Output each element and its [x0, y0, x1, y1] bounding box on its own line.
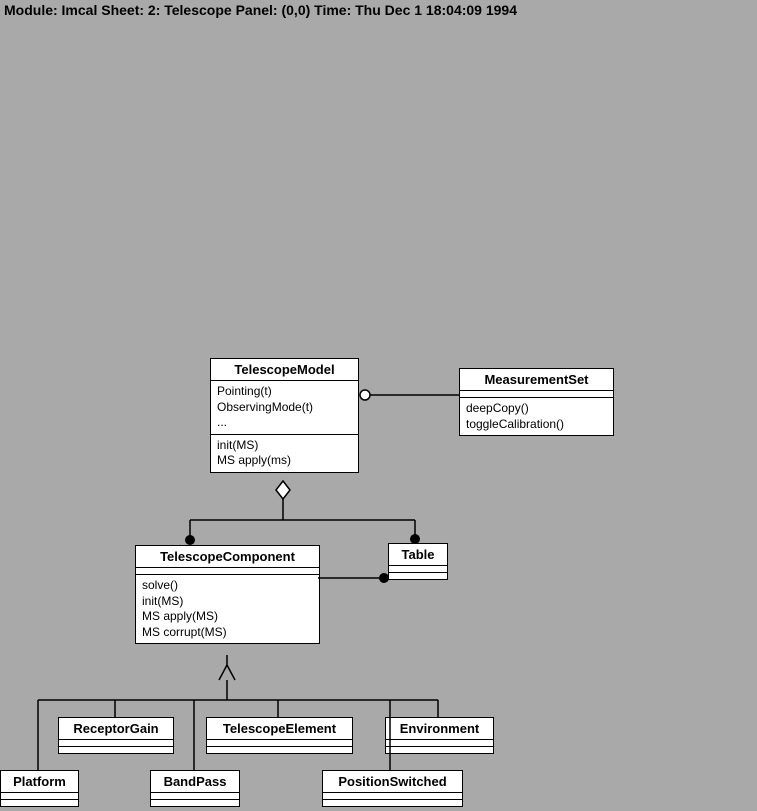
class-receptor-gain: ReceptorGain	[58, 717, 174, 754]
class-table: Table	[388, 543, 448, 580]
class-title: ReceptorGain	[59, 718, 173, 740]
class-attrs	[1, 793, 78, 800]
class-title: MeasurementSet	[460, 369, 613, 391]
class-title: Platform	[1, 771, 78, 793]
class-attrs: Pointing(t) ObservingMode(t) ...	[211, 381, 358, 435]
class-ops	[151, 800, 239, 806]
class-band-pass: BandPass	[150, 770, 240, 807]
class-position-switched: PositionSwitched	[322, 770, 463, 807]
class-title: Table	[389, 544, 447, 566]
class-telescope-component: TelescopeComponent solve() init(MS) MS a…	[135, 545, 320, 644]
class-attrs	[386, 740, 493, 747]
class-ops: init(MS) MS apply(ms)	[211, 435, 358, 472]
class-attrs	[207, 740, 352, 747]
class-ops	[386, 747, 493, 753]
class-environment: Environment	[385, 717, 494, 754]
class-telescope-model: TelescopeModel Pointing(t) ObservingMode…	[210, 358, 359, 473]
class-title: Environment	[386, 718, 493, 740]
class-ops	[389, 573, 447, 579]
class-title: TelescopeElement	[207, 718, 352, 740]
class-ops	[1, 800, 78, 806]
class-attrs	[460, 391, 613, 398]
class-title: BandPass	[151, 771, 239, 793]
class-attrs	[136, 568, 319, 575]
class-attrs	[151, 793, 239, 800]
class-ops: deepCopy() toggleCalibration()	[460, 398, 613, 435]
class-ops	[323, 800, 462, 806]
class-attrs	[323, 793, 462, 800]
class-telescope-element: TelescopeElement	[206, 717, 353, 754]
class-title: TelescopeModel	[211, 359, 358, 381]
class-title: TelescopeComponent	[136, 546, 319, 568]
class-ops: solve() init(MS) MS apply(MS) MS corrupt…	[136, 575, 319, 643]
class-attrs	[59, 740, 173, 747]
class-platform: Platform	[0, 770, 79, 807]
class-ops	[207, 747, 352, 753]
diagram-header: Module: Imcal Sheet: 2: Telescope Panel:…	[4, 2, 517, 18]
diagram-connectors	[0, 0, 757, 811]
class-title: PositionSwitched	[323, 771, 462, 793]
class-attrs	[389, 566, 447, 573]
class-ops	[59, 747, 173, 753]
class-measurement-set: MeasurementSet deepCopy() toggleCalibrat…	[459, 368, 614, 436]
